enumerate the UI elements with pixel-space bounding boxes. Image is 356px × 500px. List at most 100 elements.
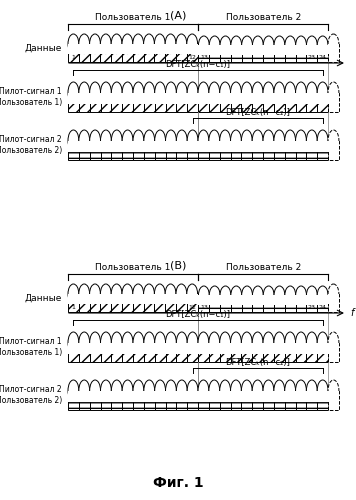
- Bar: [144, 140, 155, 160]
- Ellipse shape: [198, 380, 209, 401]
- Ellipse shape: [209, 380, 220, 401]
- Bar: [79, 92, 90, 112]
- Bar: [79, 44, 90, 54]
- Bar: [295, 140, 307, 160]
- Bar: [295, 342, 307, 353]
- Bar: [285, 45, 296, 62]
- Ellipse shape: [79, 34, 90, 54]
- Bar: [252, 390, 263, 410]
- Bar: [133, 140, 144, 160]
- Bar: [295, 92, 307, 112]
- Bar: [155, 92, 166, 112]
- Text: 23: 23: [308, 55, 316, 60]
- Ellipse shape: [100, 332, 111, 353]
- Bar: [241, 92, 252, 112]
- Bar: [317, 295, 328, 304]
- Bar: [231, 390, 241, 410]
- Bar: [252, 92, 263, 112]
- Bar: [263, 390, 274, 410]
- Bar: [231, 390, 241, 402]
- Bar: [209, 92, 220, 104]
- Bar: [111, 294, 122, 312]
- Bar: [176, 140, 187, 160]
- Bar: [231, 45, 242, 62]
- Bar: [144, 390, 155, 410]
- Bar: [198, 295, 209, 312]
- Bar: [111, 294, 122, 312]
- Bar: [187, 44, 198, 62]
- Bar: [90, 44, 100, 62]
- Text: Пользователь 2: Пользователь 2: [226, 263, 301, 272]
- Bar: [328, 92, 339, 112]
- Bar: [90, 342, 100, 353]
- Bar: [274, 295, 285, 312]
- Bar: [111, 294, 122, 304]
- Bar: [111, 92, 122, 104]
- Ellipse shape: [100, 284, 111, 304]
- Bar: [111, 92, 122, 112]
- Bar: [198, 140, 209, 160]
- Bar: [263, 45, 274, 54]
- Ellipse shape: [317, 332, 328, 353]
- Bar: [100, 92, 111, 104]
- Bar: [242, 45, 252, 62]
- Ellipse shape: [122, 34, 133, 54]
- Ellipse shape: [79, 130, 90, 151]
- Ellipse shape: [296, 286, 307, 304]
- Bar: [143, 44, 155, 62]
- Bar: [198, 92, 209, 112]
- Ellipse shape: [144, 82, 155, 103]
- Ellipse shape: [176, 380, 187, 401]
- Bar: [274, 45, 285, 62]
- Bar: [144, 342, 155, 362]
- Bar: [90, 92, 100, 104]
- Bar: [263, 342, 274, 362]
- Bar: [90, 390, 100, 410]
- Bar: [307, 390, 317, 410]
- Bar: [252, 390, 263, 410]
- Bar: [155, 294, 165, 312]
- Ellipse shape: [241, 332, 252, 353]
- Bar: [328, 390, 339, 402]
- Ellipse shape: [209, 332, 220, 353]
- Ellipse shape: [133, 380, 144, 401]
- Bar: [242, 295, 252, 312]
- Text: (A): (A): [170, 10, 186, 20]
- Bar: [252, 342, 263, 353]
- Bar: [209, 390, 220, 410]
- Bar: [328, 294, 339, 312]
- Bar: [231, 342, 241, 362]
- Text: DFT[ZCₖ(n−c₁)]: DFT[ZCₖ(n−c₁)]: [166, 310, 231, 319]
- Bar: [231, 342, 241, 353]
- Ellipse shape: [231, 332, 241, 353]
- Bar: [79, 390, 90, 402]
- Ellipse shape: [90, 284, 100, 304]
- Bar: [317, 295, 328, 312]
- Bar: [68, 294, 79, 304]
- Ellipse shape: [241, 380, 252, 401]
- Bar: [231, 92, 241, 112]
- Bar: [242, 45, 252, 54]
- Ellipse shape: [317, 130, 328, 151]
- Bar: [122, 140, 133, 160]
- Bar: [241, 140, 252, 151]
- Bar: [328, 342, 339, 353]
- Ellipse shape: [274, 332, 285, 353]
- Bar: [198, 45, 209, 54]
- Ellipse shape: [111, 284, 122, 304]
- Bar: [198, 45, 209, 62]
- Text: f: f: [350, 308, 353, 318]
- Ellipse shape: [220, 380, 231, 401]
- Ellipse shape: [285, 82, 295, 103]
- Bar: [90, 92, 100, 112]
- Bar: [187, 44, 198, 62]
- Bar: [187, 294, 198, 312]
- Bar: [317, 342, 328, 362]
- Bar: [285, 295, 296, 312]
- Bar: [317, 92, 328, 112]
- Text: 24: 24: [319, 55, 327, 60]
- Bar: [307, 295, 317, 312]
- Bar: [90, 342, 100, 362]
- Bar: [79, 92, 90, 112]
- Bar: [176, 92, 187, 112]
